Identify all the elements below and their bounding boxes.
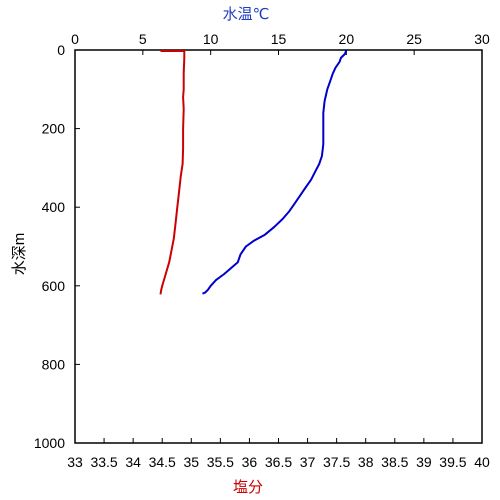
salinity-tick-label: 36 xyxy=(242,454,258,470)
series-layer xyxy=(159,49,348,295)
salinity-tick-label: 38.5 xyxy=(381,454,408,470)
salinity-tick-label: 33 xyxy=(67,454,83,470)
temperature-tick-label: 0 xyxy=(71,31,79,47)
temperature-tick-label: 5 xyxy=(139,31,147,47)
salinity-tick-label: 38 xyxy=(358,454,374,470)
temperature-tick-label: 25 xyxy=(406,31,422,47)
temperature-profile-line xyxy=(202,49,348,295)
salinity-tick-label: 37.5 xyxy=(323,454,350,470)
depth-tick-label: 0 xyxy=(57,42,65,58)
temperature-tick-label: 20 xyxy=(339,31,355,47)
salinity-tick-label: 37 xyxy=(300,454,316,470)
temperature-axis-title: 水温℃ xyxy=(223,6,270,23)
salinity-tick-label: 33.5 xyxy=(90,454,117,470)
salinity-tick-label: 36.5 xyxy=(265,454,292,470)
salinity-axis-ticks: 33 33.5 34 34.5 35 35.5 36 36.5 37 37.5 38 38.5 39 39… xyxy=(67,438,490,470)
depth-tick-label: 400 xyxy=(42,199,66,215)
salinity-tick-label: 35.5 xyxy=(207,454,234,470)
depth-tick-label: 200 xyxy=(42,121,66,137)
salinity-tick-label: 39.5 xyxy=(439,454,466,470)
salinity-tick-label: 34.5 xyxy=(149,454,176,470)
temperature-tick-label: 15 xyxy=(271,31,287,47)
salinity-tick-label: 40 xyxy=(474,454,490,470)
temperature-tick-label: 30 xyxy=(474,31,490,47)
salinity-tick-label: 39 xyxy=(416,454,432,470)
salinity-tick-label: 35 xyxy=(183,454,199,470)
depth-axis-ticks: 0 200 400 600 800 1000 xyxy=(34,42,80,451)
depth-axis-title: 水深m xyxy=(11,233,28,276)
salinity-axis-title: 塩分 xyxy=(233,479,263,496)
salinity-tick-label: 34 xyxy=(125,454,141,470)
temperature-tick-label: 10 xyxy=(203,31,219,47)
salinity-profile-line xyxy=(159,50,186,295)
depth-tick-label: 800 xyxy=(42,356,66,372)
depth-tick-label: 600 xyxy=(42,278,66,294)
depth-tick-label: 1000 xyxy=(34,435,65,451)
